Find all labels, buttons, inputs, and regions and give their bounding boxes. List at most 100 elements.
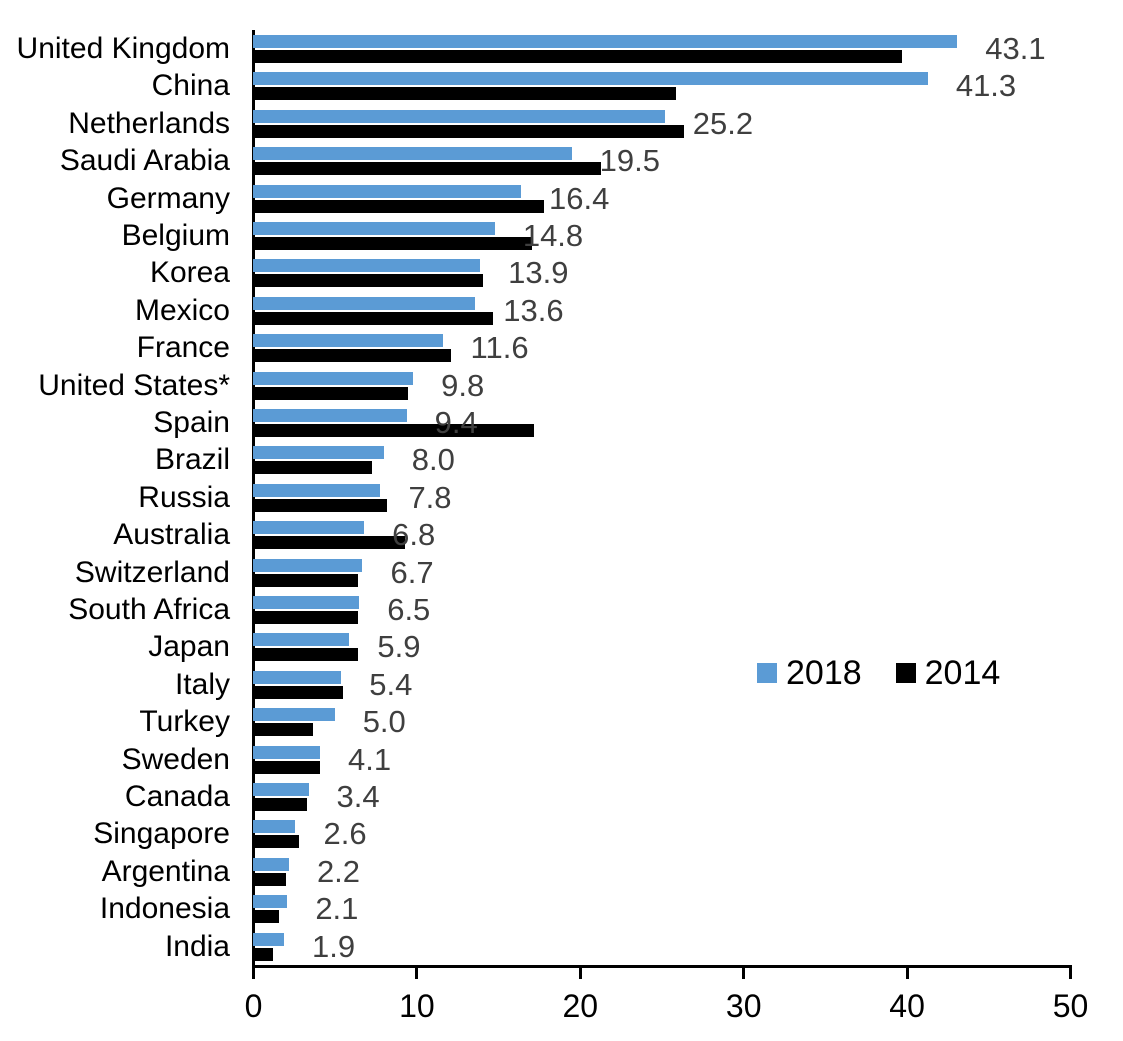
bar-2014 — [253, 648, 358, 662]
bar-2014 — [253, 124, 685, 138]
bar-group: 6.7 — [253, 554, 1073, 591]
category-label: China — [151, 69, 230, 103]
bar-2018 — [253, 72, 928, 86]
bar-2018 — [253, 558, 363, 572]
category-label: Canada — [124, 780, 230, 813]
category-axis-labels: United Kingdom China Netherlands Saudi Arab… — [0, 30, 236, 965]
value-label: 9.8 — [441, 367, 485, 403]
value-label: 2.2 — [316, 853, 361, 889]
bar-2018 — [253, 259, 481, 273]
value-label: 2.6 — [323, 816, 367, 852]
value-label: 13.9 — [508, 255, 569, 291]
value-label: 4.1 — [347, 741, 392, 777]
x-tick-label: 10 — [399, 988, 435, 1024]
value-label: 9.4 — [434, 405, 478, 440]
category-label: Turkey — [139, 705, 230, 739]
value-label: 19.5 — [599, 143, 660, 179]
x-tick-mark — [252, 968, 255, 979]
plot-area: 43.1 41.3 25.2 19.5 16.4 14.8 13.9 13.6 11.6 9.8 9… — [253, 30, 1073, 965]
value-label: 6.8 — [392, 517, 436, 553]
value-label: 3.4 — [336, 779, 380, 814]
category-label: United States* — [38, 368, 230, 402]
value-label: 2.1 — [315, 891, 359, 927]
category-label: Brazil — [154, 443, 230, 477]
bar-group: 16.4 — [253, 180, 1073, 217]
bar-2014 — [253, 424, 535, 437]
legend-item-2014: 2014 — [895, 654, 1001, 692]
bar-group: 43.1 — [253, 30, 1073, 67]
category-label: Australia — [113, 518, 230, 552]
category-label: Spain — [153, 406, 230, 439]
value-label: 5.4 — [369, 666, 413, 702]
value-label: 25.2 — [692, 105, 754, 141]
bar-2018 — [253, 521, 365, 535]
value-label: 11.6 — [470, 330, 529, 366]
bar-group: 9.4 — [253, 404, 1073, 441]
bar-2014 — [253, 723, 314, 737]
bar-2014 — [253, 461, 373, 475]
bar-2018 — [253, 184, 521, 198]
x-tick-label: 20 — [562, 988, 599, 1024]
x-tick-label: 40 — [889, 988, 925, 1024]
value-label: 8.0 — [411, 442, 455, 478]
bar-2014 — [253, 536, 405, 550]
bar-group: 11.6 — [253, 329, 1073, 366]
bar-group: 7.8 — [253, 479, 1073, 516]
bar-2018 — [253, 35, 958, 48]
legend-label-2014: 2014 — [924, 654, 1001, 692]
bar-2018 — [253, 783, 309, 796]
legend-label-2018: 2018 — [786, 654, 862, 692]
bar-2014 — [253, 872, 286, 886]
category-label: Switzerland — [74, 555, 230, 589]
bar-2018 — [253, 857, 289, 871]
bar-2014 — [253, 386, 409, 400]
category-label: Saudi Arabia — [59, 144, 230, 178]
x-axis-line — [252, 965, 1072, 968]
legend: 2018 2014 — [757, 654, 1001, 692]
x-tick-mark — [415, 968, 419, 979]
value-label: 14.8 — [522, 218, 584, 253]
x-tick-mark — [905, 968, 909, 979]
bar-2018 — [253, 483, 381, 497]
value-label: 5.0 — [362, 704, 406, 740]
bar-2018 — [253, 296, 476, 310]
bar-2014 — [253, 835, 299, 849]
bar-group: 1.9 — [253, 928, 1073, 965]
bar-group: 6.5 — [253, 591, 1073, 628]
legend-item-2018: 2018 — [757, 654, 862, 692]
category-label: Singapore — [93, 817, 230, 851]
bar-2018 — [253, 745, 320, 759]
bar-2018 — [253, 670, 342, 684]
bar-group: 3.4 — [253, 778, 1073, 815]
bar-2014 — [253, 349, 451, 363]
category-label: United Kingdom — [16, 32, 230, 65]
category-label: Russia — [138, 480, 230, 514]
value-label: 16.4 — [548, 180, 610, 216]
bar-2018 — [253, 371, 414, 385]
x-tick-label: 50 — [1052, 988, 1089, 1024]
bar-2018 — [253, 932, 285, 946]
bar-2018 — [253, 109, 665, 123]
bar-2014 — [253, 274, 484, 288]
bar-group: 25.2 — [253, 105, 1073, 142]
value-label: 6.5 — [387, 592, 431, 627]
bar-2014 — [253, 311, 494, 325]
category-label: South Africa — [68, 593, 230, 626]
bar-group: 2.1 — [253, 890, 1073, 927]
bar-2014 — [253, 611, 358, 624]
value-label: 41.3 — [955, 68, 1017, 104]
bar-2018 — [253, 633, 350, 647]
category-label: Belgium — [121, 219, 230, 252]
value-label: 7.8 — [408, 479, 452, 515]
bar-group: 8.0 — [253, 441, 1073, 478]
bar-2014 — [253, 50, 902, 63]
bar-group: 5.9 — [253, 628, 1073, 665]
category-label: Germany — [106, 181, 230, 215]
bar-2018 — [253, 147, 572, 161]
x-tick-mark — [578, 968, 582, 979]
bar-group: 9.8 — [253, 367, 1073, 404]
legend-swatch-2014 — [895, 663, 916, 683]
bar-2018 — [253, 895, 288, 909]
bar-2014 — [253, 685, 343, 699]
